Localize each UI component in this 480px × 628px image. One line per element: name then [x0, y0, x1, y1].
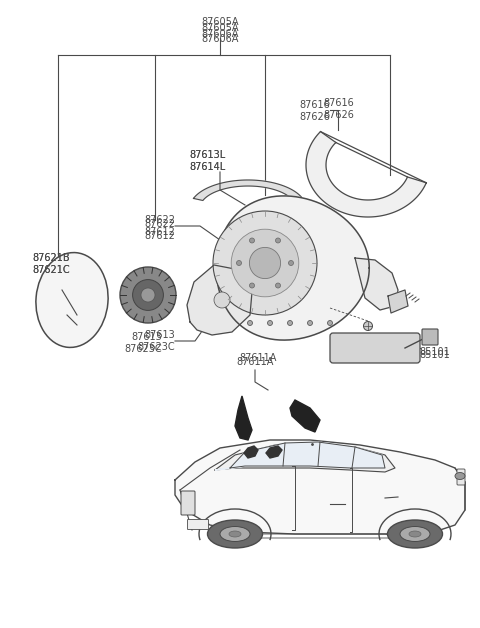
Text: 87621B: 87621B — [32, 253, 70, 263]
Text: 87614L: 87614L — [190, 162, 226, 172]
Polygon shape — [230, 442, 385, 468]
Polygon shape — [235, 396, 252, 440]
Text: 87611A: 87611A — [240, 353, 276, 363]
Polygon shape — [244, 446, 258, 458]
Circle shape — [214, 292, 230, 308]
Polygon shape — [193, 180, 304, 202]
Text: 87614L: 87614L — [190, 162, 226, 172]
Text: 87606A: 87606A — [201, 29, 239, 39]
Text: 87612: 87612 — [144, 227, 175, 237]
Circle shape — [248, 320, 252, 325]
Circle shape — [276, 283, 280, 288]
Circle shape — [250, 247, 281, 279]
Circle shape — [213, 211, 317, 315]
Ellipse shape — [36, 252, 108, 347]
Text: 87623C: 87623C — [124, 344, 162, 354]
Text: 87626: 87626 — [323, 110, 354, 120]
Polygon shape — [215, 466, 245, 470]
Polygon shape — [355, 258, 398, 310]
Text: 87611A: 87611A — [236, 357, 274, 367]
Text: 87616: 87616 — [323, 98, 354, 108]
Polygon shape — [388, 290, 408, 313]
Ellipse shape — [387, 520, 443, 548]
Polygon shape — [306, 132, 426, 217]
FancyBboxPatch shape — [188, 519, 208, 529]
Ellipse shape — [400, 526, 430, 541]
Circle shape — [308, 320, 312, 325]
Ellipse shape — [229, 531, 241, 537]
Text: 85101: 85101 — [419, 347, 450, 357]
Text: 87621B: 87621B — [32, 253, 70, 263]
Text: 87623C: 87623C — [137, 342, 175, 352]
Polygon shape — [216, 196, 369, 340]
Polygon shape — [290, 400, 320, 432]
Circle shape — [288, 320, 292, 325]
Circle shape — [120, 267, 176, 323]
Text: 87613L: 87613L — [190, 150, 226, 160]
Text: 87613: 87613 — [131, 332, 162, 342]
Circle shape — [141, 288, 155, 302]
Text: 87612: 87612 — [144, 231, 175, 241]
Text: 87621C: 87621C — [32, 265, 70, 275]
Circle shape — [267, 320, 273, 325]
FancyBboxPatch shape — [457, 469, 465, 485]
Text: 87613L: 87613L — [190, 150, 226, 160]
FancyBboxPatch shape — [422, 329, 438, 345]
Text: 87626: 87626 — [299, 112, 330, 122]
Text: 87622: 87622 — [144, 215, 175, 225]
FancyBboxPatch shape — [181, 491, 195, 515]
Circle shape — [276, 238, 280, 243]
Ellipse shape — [207, 520, 263, 548]
Ellipse shape — [455, 472, 465, 480]
FancyBboxPatch shape — [330, 333, 420, 363]
Text: 87613: 87613 — [144, 330, 175, 340]
Polygon shape — [187, 265, 252, 335]
Circle shape — [132, 279, 163, 310]
Text: 85101: 85101 — [419, 350, 450, 360]
Text: 87606A: 87606A — [201, 34, 239, 44]
Circle shape — [363, 322, 372, 330]
Text: 87605A: 87605A — [201, 23, 239, 33]
Ellipse shape — [409, 531, 421, 537]
Circle shape — [327, 320, 333, 325]
Ellipse shape — [220, 526, 250, 541]
Polygon shape — [175, 440, 465, 534]
Polygon shape — [266, 446, 282, 458]
Circle shape — [231, 229, 299, 297]
Polygon shape — [215, 443, 395, 472]
Text: 87622: 87622 — [144, 219, 175, 229]
Circle shape — [250, 283, 254, 288]
Circle shape — [288, 261, 293, 266]
Text: 87621C: 87621C — [32, 265, 70, 275]
Text: 87616: 87616 — [299, 100, 330, 110]
Text: 87605A: 87605A — [201, 17, 239, 27]
Circle shape — [250, 238, 254, 243]
Circle shape — [237, 261, 241, 266]
